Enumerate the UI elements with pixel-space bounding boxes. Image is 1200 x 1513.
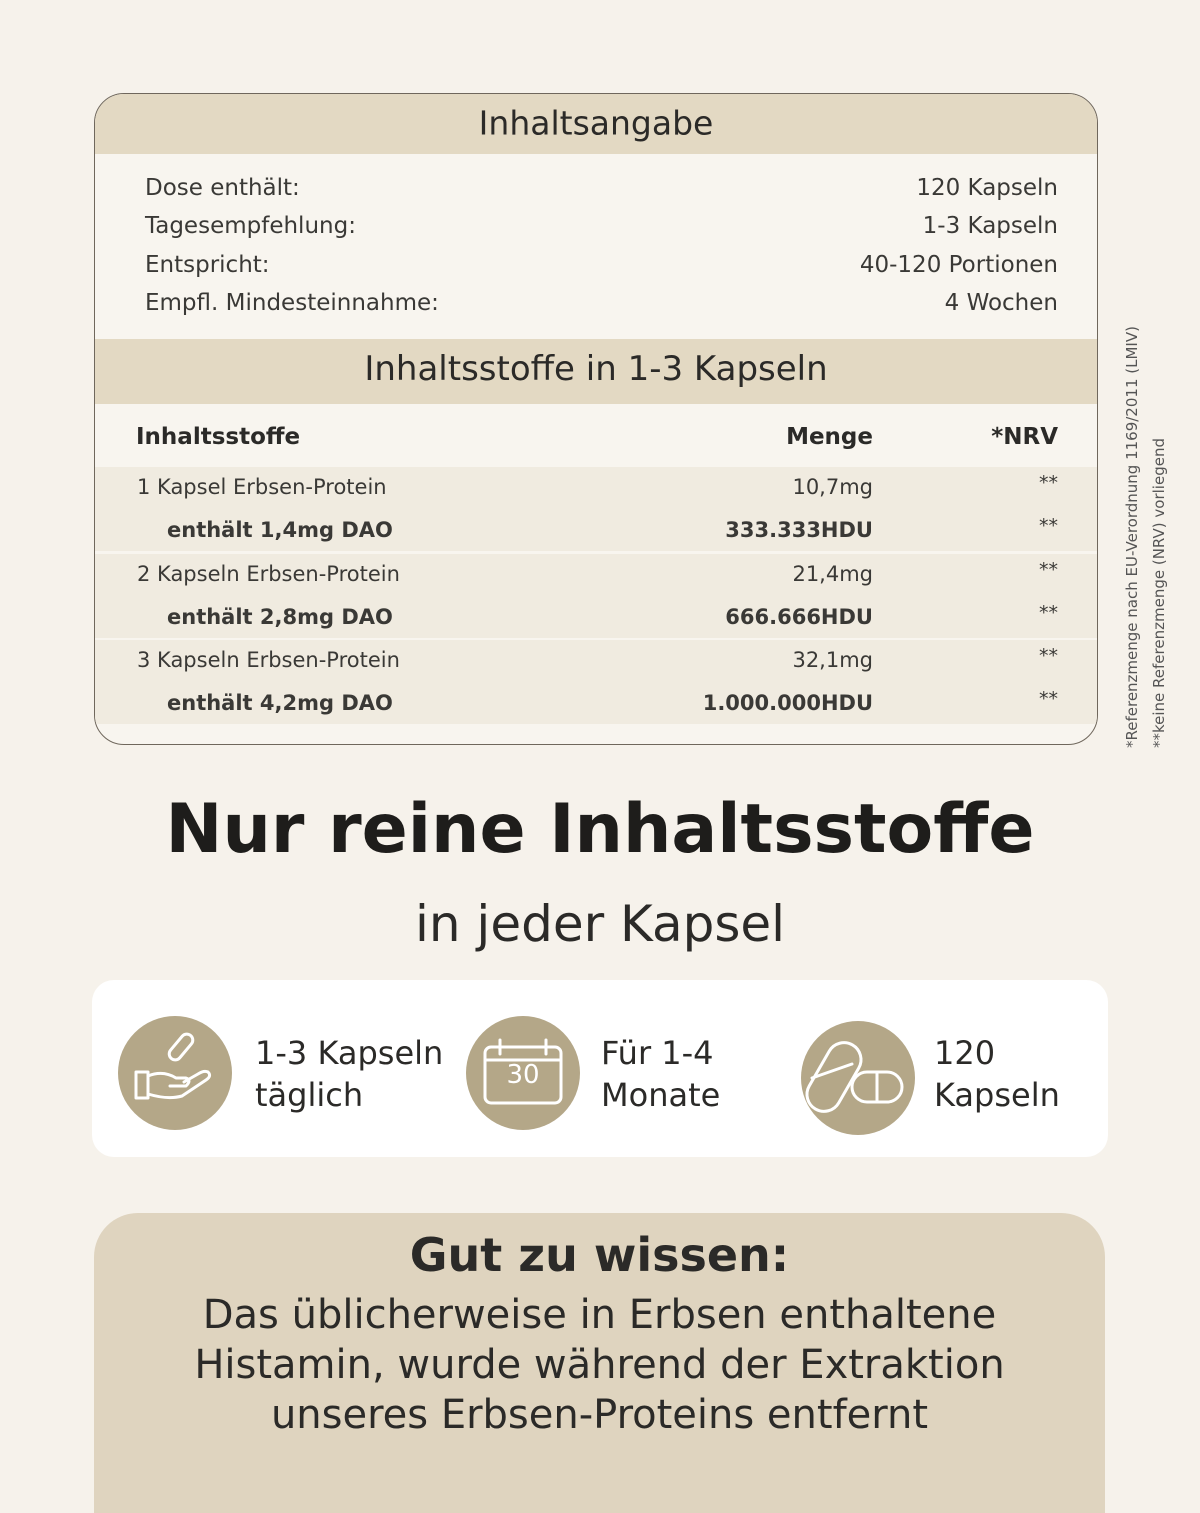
ingredient-name: 3 Kapseln Erbsen-Protein — [137, 648, 400, 672]
row-value: 120 Kapseln — [916, 175, 1058, 201]
row-label: Empfl. Mindesteinnahme: — [145, 289, 439, 316]
ingredient-nrv: ** — [1039, 515, 1058, 537]
note-box: Gut zu wissen: Das üblicherweise in Erbs… — [94, 1213, 1105, 1513]
column-header: Inhaltsstoffe — [136, 424, 301, 450]
feature-text: 120 — [934, 1034, 996, 1072]
ingredient-amount: 32,1mg — [792, 648, 873, 672]
feature-text: 1-3 Kapseln — [255, 1034, 444, 1072]
row-value: 4 Wochen — [944, 289, 1058, 316]
ingredient-name: enthält 4,2mg DAO — [167, 691, 393, 715]
feature-card: 30 1-3 Kapseln täglich Für 1-4 Monate 120 Kap… — [92, 980, 1108, 1157]
row-band — [95, 553, 1097, 638]
header-band — [95, 339, 1097, 404]
contents-card: Inhaltsangabe Dose enthält: 120 Kapseln Ta… — [94, 93, 1098, 745]
row-value: 40-120 Portionen — [859, 251, 1058, 278]
row-value: 1-3 Kapseln — [922, 213, 1058, 240]
feature-text: täglich — [255, 1076, 364, 1114]
column-header: *NRV — [991, 424, 1058, 450]
header-band — [95, 94, 1097, 154]
side-note: *Referenzmenge nach EU-Verordnung 1169/2… — [1123, 326, 1141, 748]
ingredient-nrv: ** — [1039, 601, 1058, 624]
side-note: **keine Referenzmenge (NRV) vorliegend — [1150, 438, 1168, 748]
ingredient-amount: 1.000.000HDU — [702, 691, 873, 715]
row-label: Tagesempfehlung: — [145, 213, 356, 240]
column-header: Menge — [786, 424, 873, 450]
ingredient-nrv: ** — [1039, 688, 1058, 710]
ingredient-name: enthält 2,8mg DAO — [167, 604, 393, 629]
row-band — [95, 640, 1097, 724]
row-band — [95, 467, 1097, 551]
ingredient-name: enthält 1,4mg DAO — [167, 518, 393, 542]
feature-icons: 30 — [118, 1016, 915, 1135]
ingredient-name: 1 Kapsel Erbsen-Protein — [137, 475, 387, 499]
subheadline: in jeder Kapsel — [414, 895, 786, 953]
ingredient-nrv: ** — [1039, 472, 1058, 494]
ingredient-name: 2 Kapseln Erbsen-Protein — [137, 561, 400, 586]
ingredient-nrv: ** — [1039, 558, 1058, 581]
ingredient-amount: 666.666HDU — [725, 604, 873, 629]
ingredient-amount: 333.333HDU — [725, 518, 873, 542]
headline: Nur reine Inhaltsstoffe — [165, 790, 1035, 869]
note-title: Gut zu wissen: — [409, 1228, 790, 1282]
feature-text: Kapseln — [934, 1076, 1060, 1114]
contents-title: Inhaltsangabe — [478, 103, 714, 143]
feature-text: Für 1-4 — [601, 1034, 714, 1072]
ingredients-title: Inhaltsstoffe in 1-3 Kapseln — [364, 349, 828, 389]
note-line: Das üblicherweise in Erbsen enthaltene — [202, 1292, 997, 1338]
ingredient-nrv: ** — [1039, 645, 1058, 667]
note-line: unseres Erbsen-Proteins entfernt — [270, 1392, 929, 1438]
row-label: Dose enthält: — [145, 175, 300, 201]
feature-text: Monate — [601, 1076, 721, 1114]
ingredient-amount: 10,7mg — [792, 475, 873, 499]
row-label: Entspricht: — [145, 251, 270, 278]
ingredient-amount: 21,4mg — [792, 561, 873, 586]
note-line: Histamin, wurde während der Extraktion — [194, 1342, 1005, 1388]
icon-text: 30 — [506, 1060, 539, 1090]
